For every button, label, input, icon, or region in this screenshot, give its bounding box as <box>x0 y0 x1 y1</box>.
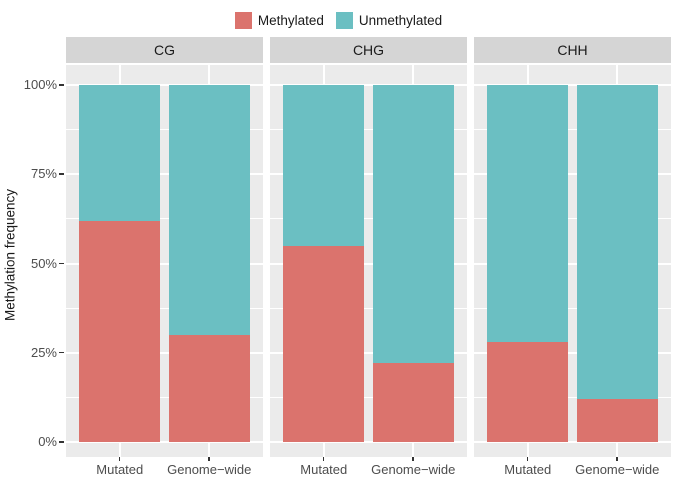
x-tick-label-mutated: Mutated <box>96 462 144 477</box>
segment-methylated <box>283 245 365 442</box>
x-tick-label-genome-wide: Genome−wide <box>167 462 252 477</box>
x-tick-mark <box>322 457 325 461</box>
x-tick-mark <box>616 457 618 461</box>
y-axis-title-text: Methylation frequency <box>2 189 18 322</box>
segment-unmethylated <box>487 85 569 343</box>
x-axis: Mutated Genome−wide <box>270 457 467 482</box>
bar-chg-genome-wide <box>372 85 454 442</box>
bar-chg-mutated <box>283 85 365 442</box>
segment-methylated <box>168 334 250 442</box>
gridline-minor <box>66 129 263 131</box>
x-tick-mark <box>118 457 121 461</box>
segment-unmethylated <box>79 85 161 221</box>
gridline-major <box>270 84 467 86</box>
bar-cg-genome-wide <box>168 85 250 442</box>
segment-unmethylated <box>283 85 365 246</box>
y-tick-label-25%: 25% <box>30 344 57 360</box>
chart-body: Methylation frequency 0% 25% 50% 75% 100% CG… <box>0 37 677 482</box>
x-tick-label-genome-wide: Genome−wide <box>575 462 660 477</box>
gridline-minor <box>474 396 671 398</box>
legend: Methylated Unmethylated <box>0 0 677 37</box>
gridline-major <box>474 441 671 443</box>
facet-panel-chh: CHH Mutated Genome−wide <box>474 37 671 482</box>
x-tick-label-mutated: Mutated <box>504 462 552 477</box>
segment-unmethylated <box>576 85 658 400</box>
y-tick-label-100%: 100% <box>23 77 57 92</box>
y-tick-label-0%: 0% <box>38 434 57 449</box>
segment-methylated <box>487 342 569 442</box>
bar-cg-mutated <box>79 85 161 442</box>
gridline-major <box>474 173 671 176</box>
x-tick-mark <box>412 457 414 461</box>
gridline-minor <box>474 129 671 131</box>
gridline-major <box>474 84 671 86</box>
legend-label-methylated: Methylated <box>257 12 324 28</box>
segment-methylated <box>372 363 454 442</box>
gridline-major <box>66 84 263 86</box>
y-tick-mark <box>59 173 64 175</box>
segment-methylated <box>576 399 658 442</box>
x-tick-mark <box>208 457 210 461</box>
x-tick-label-genome-wide: Genome−wide <box>371 462 456 477</box>
facet-strip-label: CHH <box>474 37 671 63</box>
y-tick-mark <box>59 351 64 354</box>
legend-swatch-unmethylated <box>335 11 353 29</box>
facet-strip-label: CG <box>66 37 263 63</box>
gridline-major <box>270 351 467 354</box>
gridline-minor <box>66 396 263 398</box>
y-tick-label-75%: 75% <box>30 166 57 182</box>
legend-item-methylated: Methylated <box>234 11 324 29</box>
legend-label-unmethylated: Unmethylated <box>358 12 443 28</box>
panel-plot-area <box>66 65 263 457</box>
segment-unmethylated <box>372 85 454 364</box>
gridline-major <box>66 351 263 354</box>
gridline-minor <box>66 307 263 309</box>
y-tick-label-50%: 50% <box>30 255 57 271</box>
gridline-major <box>474 262 671 265</box>
segment-methylated <box>79 220 161 442</box>
x-tick-label-mutated: Mutated <box>300 462 348 477</box>
gridline-minor <box>474 307 671 309</box>
facet-panel-chg: CHG Mutated Genome−wide <box>270 37 467 482</box>
legend-swatch-methylated <box>234 11 252 29</box>
y-axis-title: Methylation frequency <box>0 37 20 457</box>
panel-plot-area <box>270 65 467 457</box>
y-tick-mark <box>59 262 64 265</box>
y-tick-mark <box>59 84 64 86</box>
gridline-minor <box>270 218 467 220</box>
bar-chh-mutated <box>487 85 569 442</box>
bar-chh-genome-wide <box>576 85 658 442</box>
x-axis: Mutated Genome−wide <box>474 457 671 482</box>
facet-panel-cg: CG Mutated Genome−wide <box>66 37 263 482</box>
gridline-major <box>474 351 671 354</box>
segment-unmethylated <box>168 85 250 335</box>
y-axis: 0% 25% 50% 75% 100% <box>20 65 66 457</box>
panel-plot-area <box>474 65 671 457</box>
facet-strip-label: CHG <box>270 37 467 63</box>
gridline-minor <box>270 307 467 309</box>
gridline-minor <box>66 218 263 220</box>
gridline-major <box>270 173 467 176</box>
gridline-major <box>270 262 467 265</box>
x-axis: Mutated Genome−wide <box>66 457 263 482</box>
gridline-major <box>66 262 263 265</box>
gridline-major <box>270 441 467 443</box>
legend-item-unmethylated: Unmethylated <box>335 11 443 29</box>
gridline-major <box>66 441 263 443</box>
gridline-minor <box>474 218 671 220</box>
gridline-major <box>66 173 263 176</box>
gridline-minor <box>270 396 467 398</box>
y-tick-mark <box>59 441 64 443</box>
facet-panels: CG Mutated Genome−wide CHG Mutated Genome−wid… <box>66 37 671 482</box>
gridline-minor <box>270 129 467 131</box>
x-tick-mark <box>526 457 529 461</box>
